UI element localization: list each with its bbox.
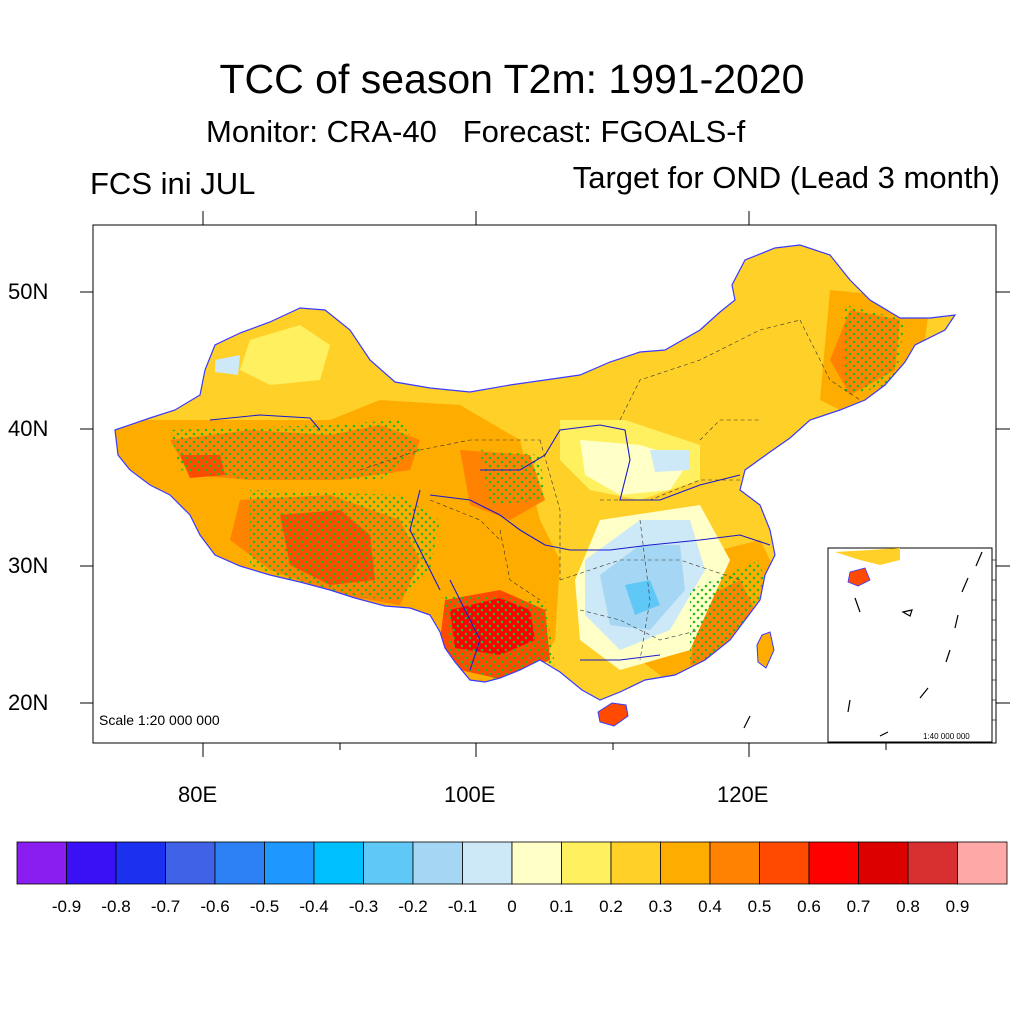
provincial-boundaries: [359, 319, 861, 661]
colorbar-tick-label: -0.5: [249, 897, 280, 916]
colorbar-tick-label: -0.7: [150, 897, 181, 916]
target-season-label: Target for OND (Lead 3 month): [572, 160, 1000, 195]
colorbar-tick-label: -0.1: [447, 897, 478, 916]
colorbar-tick-label: 0.3: [648, 897, 673, 916]
plot-title: TCC of season T2m: 1991-2020: [219, 56, 805, 102]
colorbar-tick-label: 0.5: [747, 897, 772, 916]
colorbar-tick-label: 0.4: [698, 897, 722, 916]
colorbar-tick-label: 0.8: [896, 897, 920, 916]
taiwan-island: [756, 631, 775, 669]
colorbar-tick-label: -0.2: [398, 897, 428, 916]
colorbar-swatch: [511, 841, 562, 885]
colorbar-swatch: [264, 841, 315, 885]
colorbar: [16, 841, 1008, 885]
lon-label-100e: 100E: [444, 782, 496, 807]
colorbar-swatch: [610, 841, 661, 885]
lat-label-20n: 20N: [8, 690, 49, 715]
colorbar-tick-label: 0.9: [945, 897, 970, 916]
colorbar-swatch: [858, 841, 909, 885]
map-scale-label: Scale 1:20 000 000: [99, 712, 220, 728]
colorbar-swatch: [957, 841, 1008, 885]
initialization-label: FCS ini JUL: [90, 166, 256, 201]
colorbar-swatch: [66, 841, 117, 885]
colorbar-tick-label: 0.1: [549, 897, 574, 916]
colorbar-tick-label: 0.7: [846, 897, 871, 916]
lat-label-40n: 40N: [8, 416, 49, 441]
colorbar-swatch: [660, 841, 711, 885]
colorbar-tick-label: -0.4: [299, 897, 329, 916]
colorbar-swatch: [462, 841, 513, 885]
colorbar-tick-label: -0.8: [101, 897, 131, 916]
colorbar-swatch: [16, 841, 67, 885]
rivers: [209, 414, 771, 671]
lon-ticks: [202, 211, 887, 757]
colorbar-swatch: [759, 841, 810, 885]
lon-label-120e: 120E: [717, 782, 769, 807]
colorbar-tick-label: -0.9: [51, 897, 82, 916]
plot-subtitle: Monitor: CRA-40 Forecast: FGOALS-f: [206, 114, 746, 149]
colorbar-swatch: [907, 841, 958, 885]
colorbar-swatch: [808, 841, 859, 885]
colorbar-tick-label: 0.6: [797, 897, 821, 916]
south-china-sea-inset: [827, 547, 993, 743]
colorbar-swatch: [363, 841, 414, 885]
lat-ticks: [80, 291, 1010, 704]
colorbar-swatch: [313, 841, 364, 885]
lon-label-80e: 80E: [178, 782, 218, 807]
colorbar-swatch: [561, 841, 612, 885]
colorbar-swatch: [115, 841, 166, 885]
colorbar-swatch: [214, 841, 265, 885]
colorbar-tick-label: 0.2: [599, 897, 623, 916]
hainan-island: [597, 702, 629, 727]
lat-label-30n: 30N: [8, 553, 49, 578]
colorbar-swatch: [165, 841, 216, 885]
lat-label-50n: 50N: [8, 279, 49, 304]
colorbar-tick-label: -0.3: [348, 897, 379, 916]
colorbar-tick-label: -0.6: [200, 897, 230, 916]
colorbar-tick-label: 0: [507, 897, 517, 916]
colorbar-swatch: [412, 841, 463, 885]
colorbar-swatch: [709, 841, 760, 885]
inset-scale-label: 1:40 000 000: [923, 732, 970, 741]
